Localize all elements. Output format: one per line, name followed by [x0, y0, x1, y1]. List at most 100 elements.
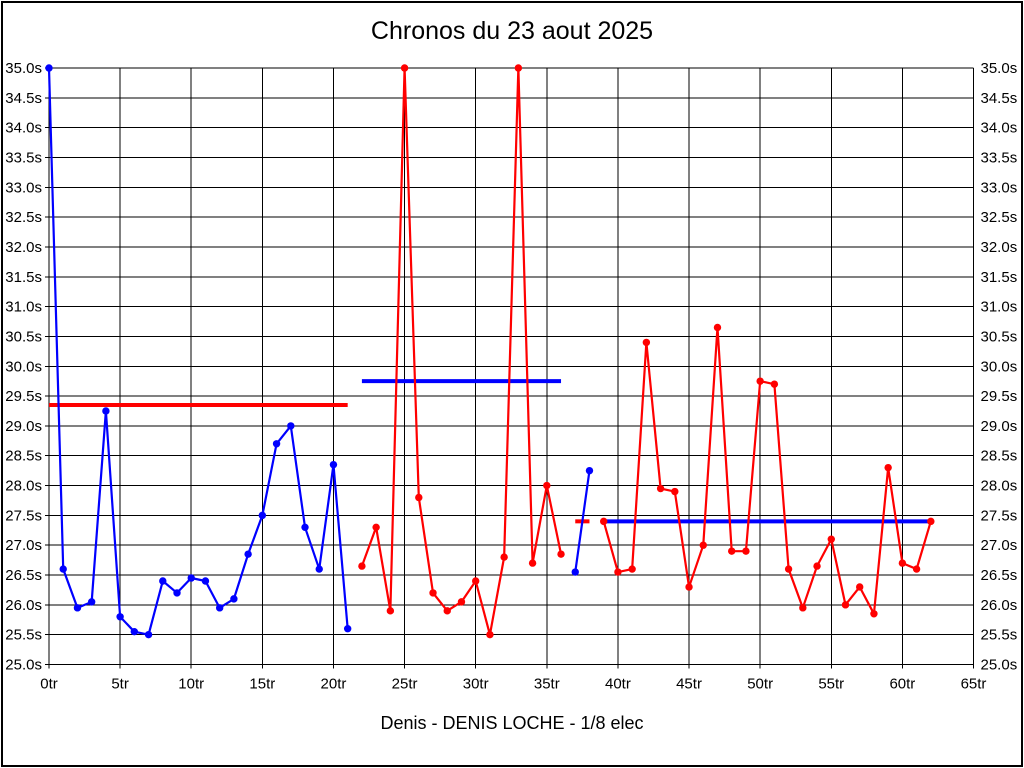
y-axis-tick-label-right: 34.5s — [981, 90, 1018, 107]
data-point-marker — [571, 568, 579, 576]
y-axis-tick-label-right: 28.5s — [981, 448, 1018, 465]
y-axis-tick-label-left: 34.0s — [5, 120, 42, 137]
data-point-marker — [358, 562, 366, 570]
data-point-marker — [329, 460, 338, 469]
y-axis-tick-label-left: 33.5s — [5, 149, 42, 166]
data-point-marker — [784, 565, 793, 573]
data-point-marker — [201, 577, 210, 585]
y-axis-tick-label-right: 29.0s — [981, 418, 1018, 435]
data-point-marker — [742, 547, 750, 555]
stint-4-red — [600, 323, 935, 618]
data-point-marker — [500, 553, 508, 561]
data-point-marker — [600, 517, 608, 526]
stint-1-blue — [45, 64, 352, 639]
data-point-marker — [102, 407, 110, 415]
y-axis-tick-label-right: 26.0s — [981, 597, 1018, 614]
data-point-marker — [457, 598, 466, 606]
stint-3-blue — [571, 466, 594, 576]
data-point-marker — [912, 565, 921, 573]
y-axis-tick-label-left: 35.0s — [5, 60, 42, 77]
y-axis-tick-label-left: 29.5s — [5, 388, 42, 405]
stint-2-red — [358, 64, 565, 639]
data-point-marker — [87, 598, 96, 606]
data-point-marker — [756, 377, 764, 385]
data-point-marker — [59, 565, 67, 573]
stint-2-red-line — [360, 66, 563, 636]
y-axis-tick-label-right: 30.5s — [981, 328, 1018, 345]
y-axis-tick-label-left: 26.5s — [5, 567, 42, 584]
y-axis-tick-label-right: 29.5s — [981, 388, 1018, 405]
y-axis-tick-label-right: 33.5s — [981, 149, 1018, 166]
y-axis-tick-label-left: 32.0s — [5, 239, 42, 256]
data-point-marker — [244, 550, 252, 558]
y-axis-tick-label-right: 31.5s — [981, 269, 1018, 286]
data-point-marker — [144, 630, 153, 639]
data-point-marker — [927, 517, 935, 526]
data-point-marker — [728, 547, 736, 555]
data-point-marker — [130, 627, 139, 636]
y-axis-tick-label-right: 31.0s — [981, 299, 1018, 316]
y-axis-tick-label-right: 28.0s — [981, 478, 1018, 495]
x-axis-tick-label: 50tr — [747, 676, 773, 693]
data-point-marker — [642, 338, 651, 347]
y-axis-tick-label-right: 30.0s — [981, 358, 1018, 375]
x-axis-tick-label: 45tr — [676, 676, 702, 693]
data-point-marker — [215, 604, 224, 612]
data-point-marker — [173, 589, 181, 597]
stint-1-blue-line — [47, 67, 349, 636]
data-point-marker — [187, 574, 195, 582]
y-axis-tick-label-right: 25.0s — [981, 657, 1018, 674]
stint-4-red-line — [602, 326, 932, 615]
data-point-marker — [870, 610, 878, 618]
y-axis-tick-label-left: 28.5s — [5, 448, 42, 465]
y-axis-tick-label-left: 32.5s — [5, 209, 42, 226]
data-point-marker — [73, 604, 82, 612]
data-point-marker — [287, 422, 295, 430]
data-point-marker — [656, 484, 665, 493]
data-point-marker — [614, 568, 622, 576]
y-axis-tick-label-right: 26.5s — [981, 567, 1018, 584]
y-axis-tick-label-left: 27.0s — [5, 537, 42, 554]
y-axis-tick-label-right: 32.0s — [981, 239, 1018, 256]
data-point-marker — [898, 559, 907, 567]
data-point-marker — [514, 64, 523, 72]
x-axis-tick-label: 5tr — [111, 676, 129, 693]
y-axis-tick-label-right: 35.0s — [981, 60, 1018, 77]
y-axis-tick-label-right: 32.5s — [981, 209, 1018, 226]
data-point-marker — [685, 583, 693, 591]
y-axis-tick-label-left: 28.0s — [5, 478, 42, 495]
data-point-marker — [486, 630, 494, 639]
y-axis-tick-label-left: 33.0s — [5, 179, 42, 196]
x-axis-tick-label: 0tr — [40, 676, 58, 693]
data-point-marker — [45, 64, 53, 72]
axis-labels: 35.0s 35.0s 34.5s 34.5s 34.0s 34.0s 33.5s 33.5s… — [5, 60, 1017, 693]
y-axis-tick-label-left: 31.0s — [5, 299, 42, 316]
x-axis-tick-label: 15tr — [249, 676, 275, 693]
data-point-marker — [272, 440, 281, 448]
data-point-marker — [856, 583, 864, 591]
x-axis-tick-label: 40tr — [605, 676, 631, 693]
data-point-marker — [528, 559, 537, 567]
data-point-marker — [315, 565, 323, 573]
data-point-marker — [799, 604, 807, 612]
chart-title: Chronos du 23 aout 2025 — [370, 17, 654, 45]
data-point-marker — [827, 535, 835, 543]
data-point-marker — [400, 64, 409, 72]
data-point-marker — [230, 595, 238, 603]
data-point-marker — [585, 466, 594, 475]
data-point-marker — [770, 380, 779, 388]
x-axis-tick-label: 65tr — [961, 676, 987, 693]
data-point-marker — [884, 463, 892, 472]
data-point-marker — [841, 601, 850, 609]
y-axis-tick-label-left: 26.0s — [5, 597, 42, 614]
data-point-marker — [116, 613, 124, 621]
x-axis-tick-label: 35tr — [534, 676, 560, 693]
x-axis-tick-label: 60tr — [889, 676, 915, 693]
x-axis-tick-label: 55tr — [818, 676, 844, 693]
y-axis-tick-label-left: 34.5s — [5, 90, 42, 107]
data-point-marker — [415, 493, 423, 502]
y-axis-tick-label-right: 34.0s — [981, 120, 1018, 137]
y-axis-tick-label-right: 27.0s — [981, 537, 1018, 554]
data-point-marker — [813, 562, 821, 570]
